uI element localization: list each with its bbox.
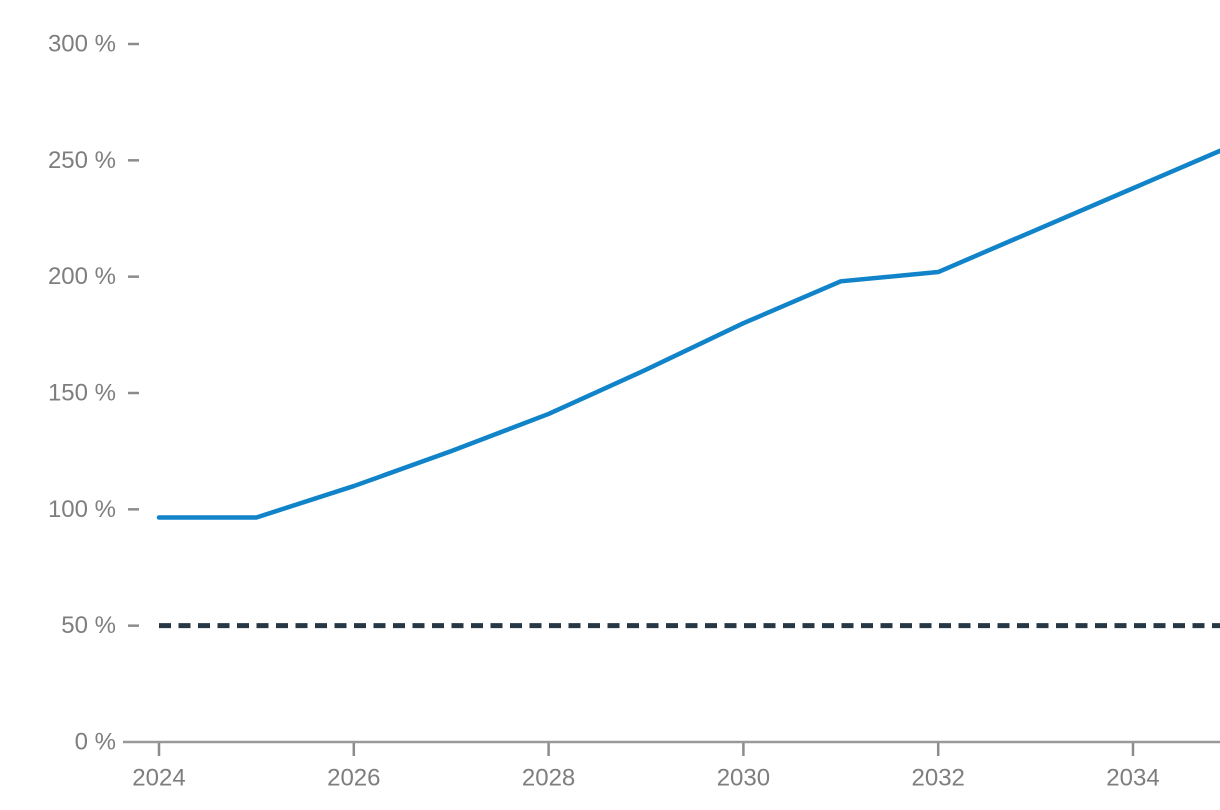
line-chart-figure: 2024 2026 2028 2030 2032 2034 0 % 50 % 100 % 150 … [40,16,1220,810]
y-axis-tick-label: 250 % [48,147,116,174]
y-axis-tick-label: 50 % [61,612,116,639]
projection-series-line [156,148,1220,520]
x-axis-tick-label: 2030 [717,765,770,792]
y-axis-tick-label: 100 % [48,496,116,523]
x-axis-tick-label: 2032 [912,765,965,792]
y-axis-tick-label: 300 % [48,31,116,58]
y-axis-tick-label: 200 % [48,263,116,290]
x-axis-tick-label: 2024 [132,765,185,792]
line-chart: 2024 2026 2028 2030 2032 2034 0 % 50 % 100 % 150 … [48,31,1220,792]
y-axis-tick-label: 0 % [75,729,116,756]
x-axis-tick-label: 2028 [522,765,575,792]
x-axis-tick-label: 2026 [327,765,380,792]
y-axis-tick-label: 150 % [48,380,116,407]
x-axis-tick-label: 2034 [1106,765,1159,792]
